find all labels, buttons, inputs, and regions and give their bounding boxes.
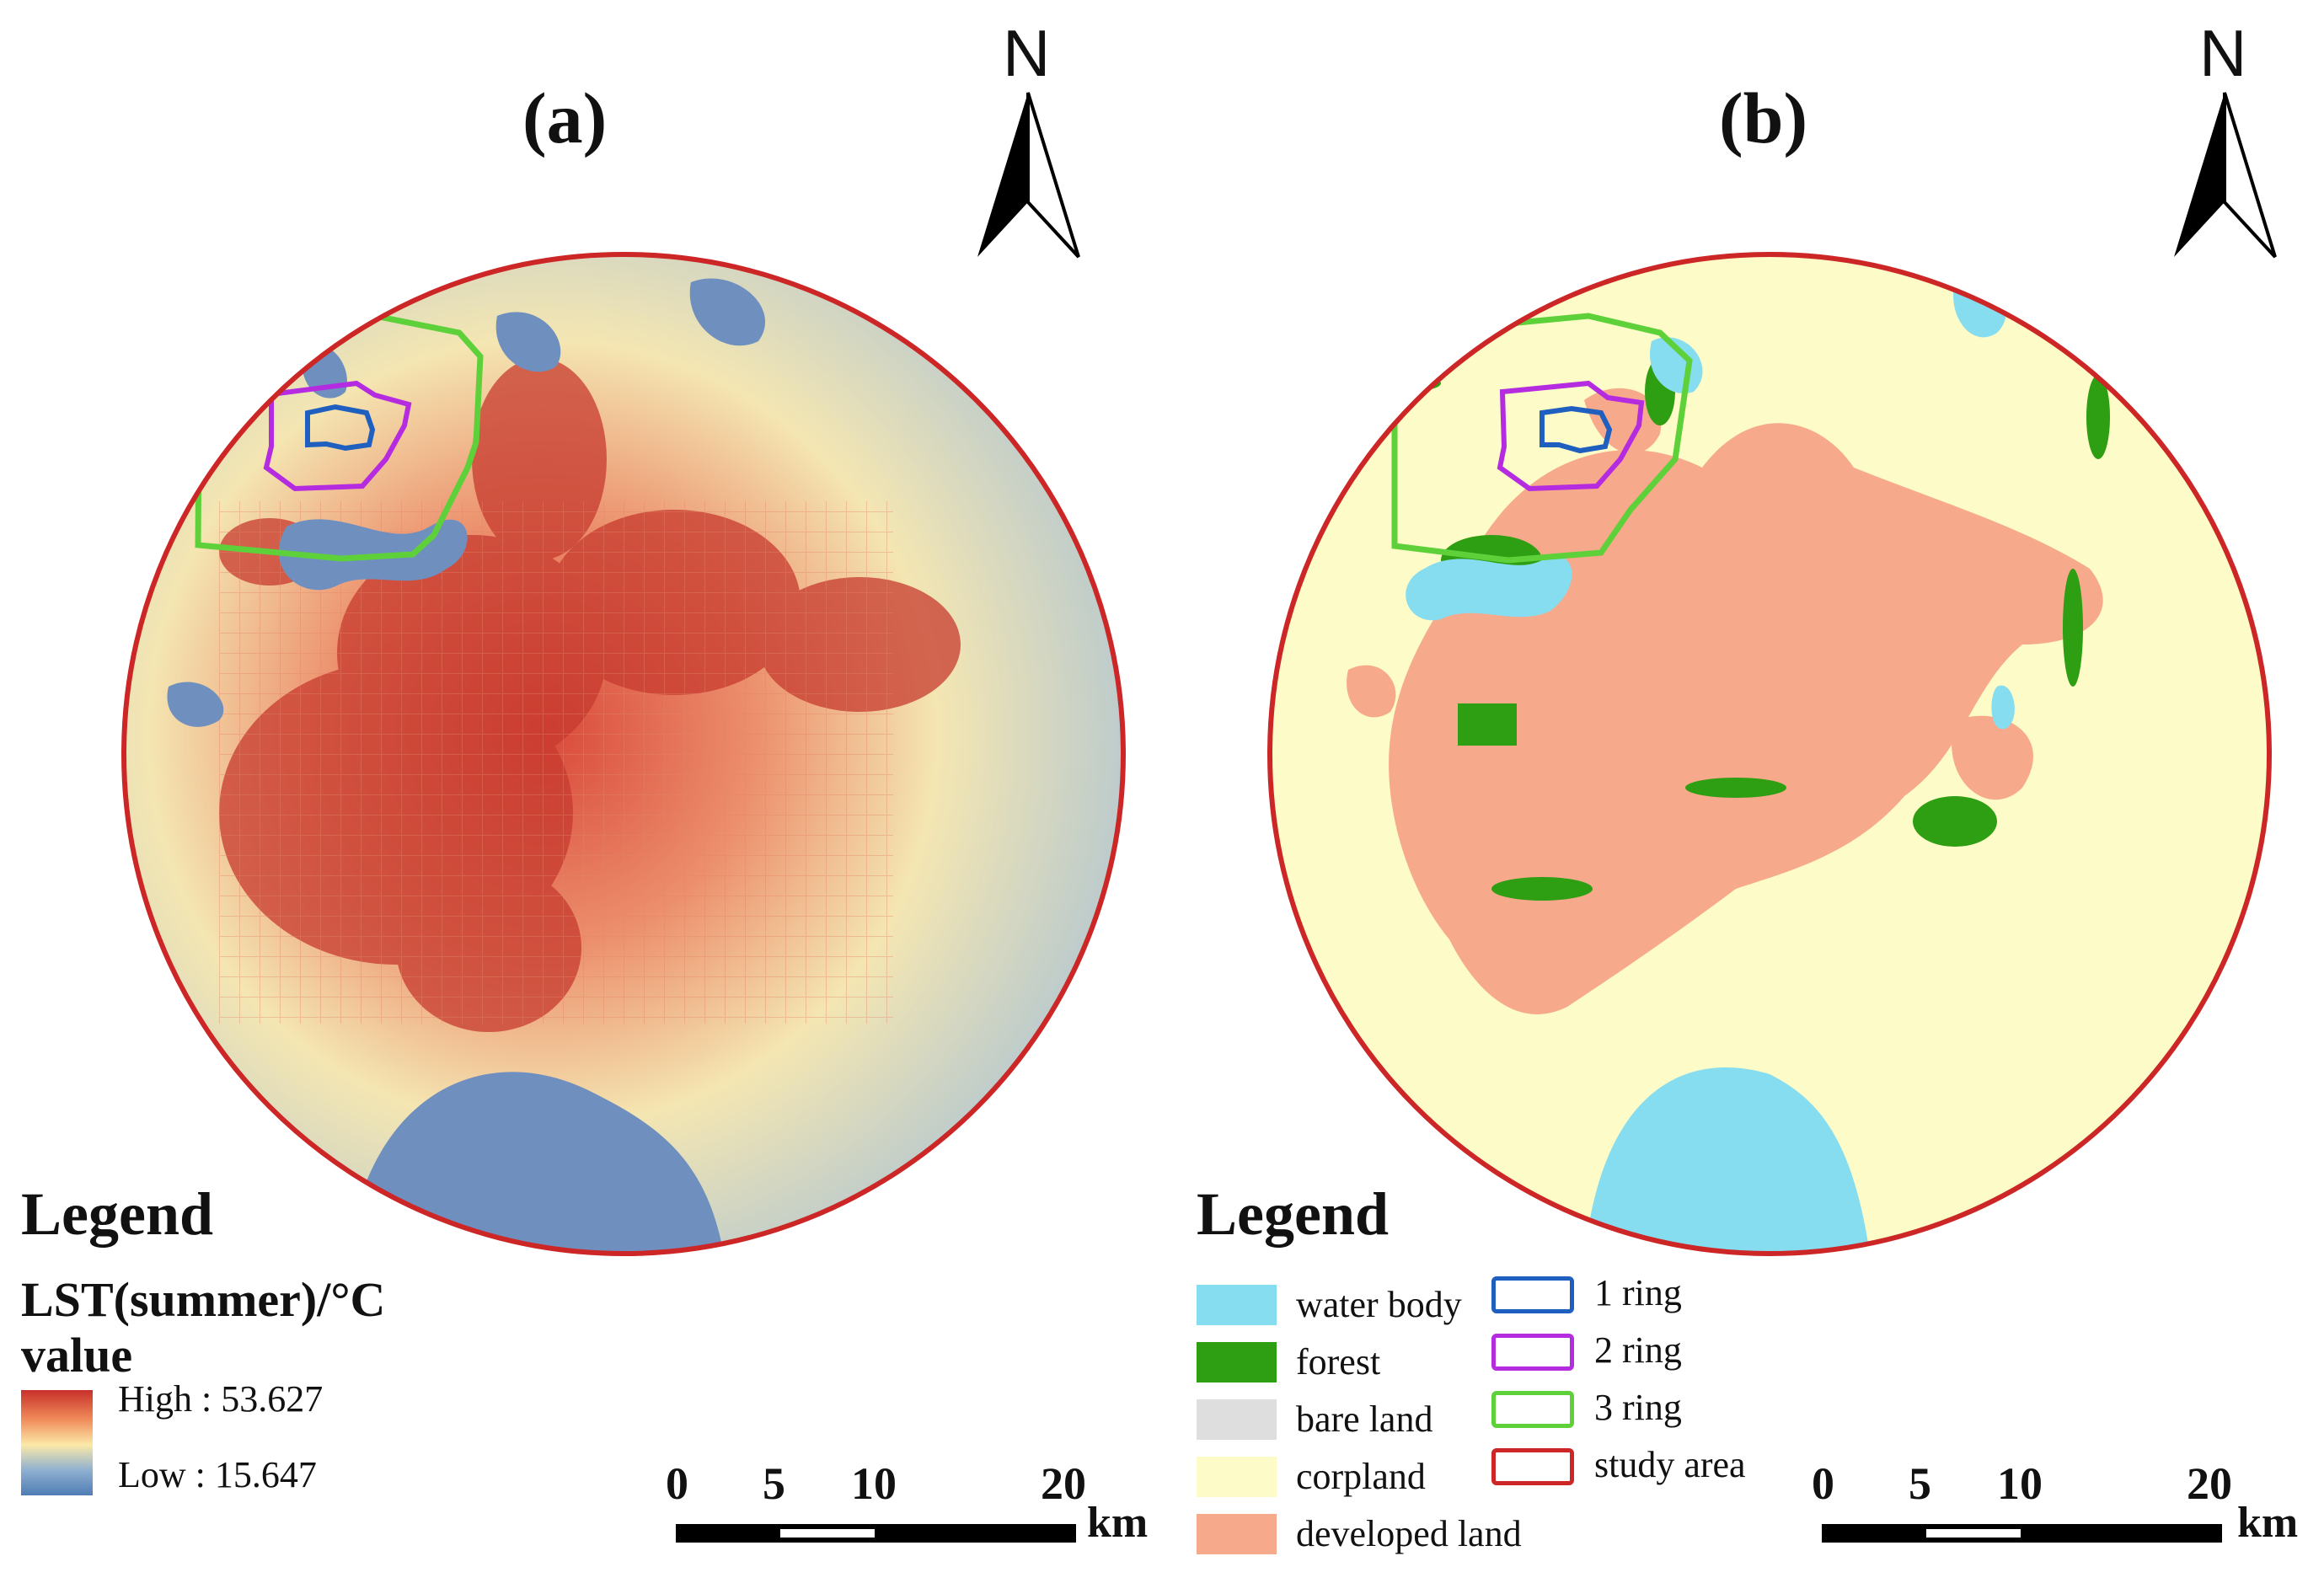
lst-color-ramp [21, 1390, 93, 1495]
scale-unit-b: km [2237, 1499, 2299, 1547]
bare-land-swatch [1197, 1399, 1277, 1440]
study-area-swatch [1491, 1448, 1574, 1485]
legend-title-a: Legend [21, 1180, 214, 1248]
ring-3-boundary-a [195, 311, 484, 562]
water-body-swatch [1197, 1285, 1277, 1325]
scale-unit-a: km [1087, 1499, 1149, 1547]
lst-high-label: High : 53.627 [118, 1378, 324, 1420]
scale-tick-0: 0 [666, 1458, 688, 1509]
scale-tick-20: 20 [1041, 1458, 1086, 1509]
lst-variable-label: LST(summer)/°C [21, 1272, 386, 1327]
landcover-map [1267, 252, 2272, 1256]
scale-tick-5: 5 [763, 1458, 785, 1509]
north-label-a: N [1003, 16, 1051, 90]
ring-1-swatch [1491, 1276, 1574, 1313]
scale-tick-0-b: 0 [1812, 1458, 1834, 1509]
ring-3-swatch [1491, 1391, 1574, 1428]
ring-1-boundary-a [305, 404, 376, 452]
north-label-b: N [2199, 16, 2247, 90]
ring-3-label: 3 ring [1594, 1387, 1682, 1428]
scale-bar-graphic-a [676, 1524, 1076, 1543]
scale-tick-20-b: 20 [2187, 1458, 2232, 1509]
ring-2-label: 2 ring [1594, 1329, 1682, 1371]
ring-1-label: 1 ring [1594, 1272, 1682, 1313]
lst-map [121, 252, 1126, 1256]
north-arrow-icon-b [2174, 92, 2277, 259]
scale-tick-10: 10 [851, 1458, 897, 1509]
developed-land-swatch [1197, 1514, 1277, 1554]
ring-3-boundary-b [1391, 313, 1693, 564]
ring-2-boundary-a [263, 380, 412, 492]
lst-value-label: value [21, 1328, 133, 1382]
north-arrow-icon-a [977, 92, 1080, 259]
panel-a-label: (a) [522, 78, 608, 158]
water-body-label: water body [1296, 1284, 1462, 1325]
study-area-label: study area [1594, 1444, 1746, 1485]
study-area-boundary-b [1267, 252, 2272, 1256]
ring-1-boundary-b [1540, 405, 1613, 454]
water-body-area [1406, 281, 2015, 1254]
scale-bar-a: 0 5 10 20 [649, 1457, 1087, 1525]
cropland-swatch [1197, 1457, 1277, 1497]
panel-b-label: (b) [1719, 78, 1808, 158]
cropland-label: corpland [1296, 1456, 1426, 1497]
developed-land-label: developed land [1296, 1513, 1522, 1554]
scale-bar-b: 0 5 10 20 [1795, 1457, 2233, 1525]
lst-low-label: Low : 15.647 [118, 1454, 317, 1495]
ring-2-boundary-b [1497, 380, 1645, 492]
legend-title-b: Legend [1197, 1180, 1390, 1248]
forest-label: forest [1296, 1341, 1381, 1382]
water-body-cool [167, 278, 766, 1254]
bare-land-label: bare land [1296, 1398, 1433, 1440]
scale-tick-5-b: 5 [1909, 1458, 1931, 1509]
scale-tick-10-b: 10 [1997, 1458, 2043, 1509]
study-area-boundary-a [121, 252, 1126, 1256]
scale-bar-graphic-b [1822, 1524, 2222, 1543]
forest-swatch [1197, 1342, 1277, 1382]
ring-2-swatch [1491, 1334, 1574, 1371]
